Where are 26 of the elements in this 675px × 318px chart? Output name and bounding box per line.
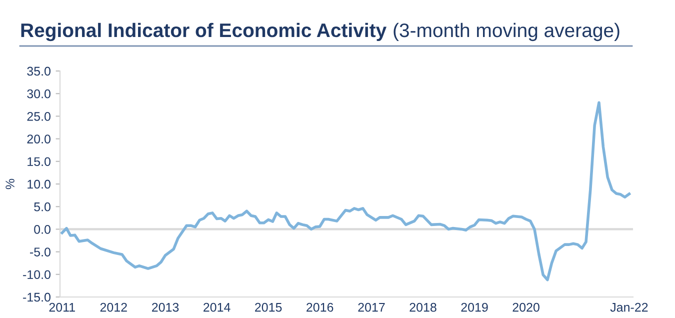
x-tick-label: 2018	[410, 302, 436, 312]
y-tick-label: 0.0	[34, 225, 50, 234]
x-tick-label: 2014	[204, 302, 230, 312]
x-tick-label: 2016	[306, 302, 334, 312]
x-tick-label: Jan-22	[610, 302, 648, 312]
x-tick-label: 2017	[358, 302, 385, 312]
x-tick-label: 2012	[100, 302, 127, 312]
x-tick-label: 2019	[461, 302, 488, 312]
y-tick-label: 5.0	[34, 202, 50, 212]
y-tick-label: 35.0	[27, 66, 50, 76]
x-tick-label: 2020	[512, 302, 540, 312]
y-tick-label: -5.0	[30, 248, 50, 256]
y-tick-label: -15.0	[23, 292, 50, 302]
x-tick-label: 2011	[49, 302, 75, 312]
y-tick-label: 10.0	[28, 180, 50, 189]
line-series	[60, 101, 631, 282]
chart-title: Regional Indicator of Economic Activity	[21, 22, 387, 42]
y-axis-title: %	[6, 178, 14, 190]
y-tick-label: 30.0	[27, 89, 50, 98]
y-tick-label: 25.0	[27, 112, 50, 121]
x-tick-label: 2015	[255, 302, 282, 312]
chart-subtitle: (3-month moving average)	[394, 22, 620, 42]
y-tick-label: 15.0	[28, 157, 50, 166]
y-tick-label: -10.0	[23, 270, 50, 280]
x-tick-label: 2013	[152, 302, 179, 312]
y-tick-label: 20.0	[27, 134, 50, 144]
